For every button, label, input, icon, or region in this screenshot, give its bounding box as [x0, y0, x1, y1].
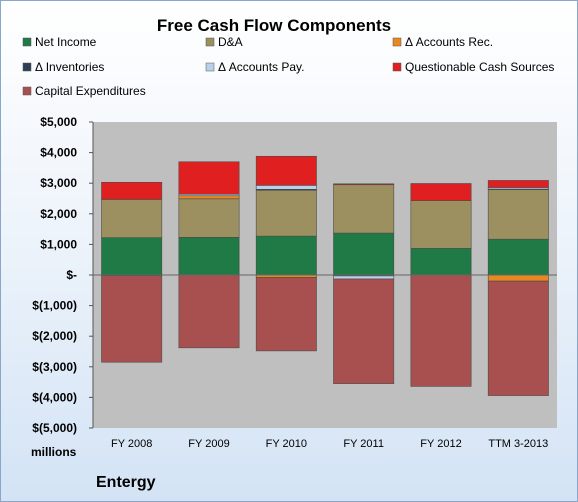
y-tick-label: $(1,000) [32, 299, 77, 313]
bar-segment [487, 280, 549, 396]
legend-label: Questionable Cash Sources [405, 60, 554, 74]
bar-segment [255, 235, 317, 276]
bar-segment [333, 232, 395, 276]
bar-segment [101, 181, 163, 200]
x-tick-label: FY 2008 [111, 438, 152, 450]
legend-swatch [22, 37, 32, 47]
legend-swatch [22, 86, 32, 96]
y-tick-label: $(4,000) [32, 390, 77, 404]
legend-swatch [392, 62, 402, 72]
bar-segment [178, 161, 240, 195]
legend-label: Net Income [35, 35, 97, 49]
legend-label: Capital Expenditures [35, 84, 146, 98]
bar-segment [487, 274, 549, 282]
y-tick-label: $2,000 [40, 207, 77, 221]
bar-segment [487, 189, 549, 240]
legend: Net Income D&A Δ Accounts Rec. Δ Inventorie… [22, 35, 554, 98]
legend-swatch [22, 62, 32, 72]
bar-segment [487, 238, 549, 276]
y-tick-label: $(3,000) [32, 360, 77, 374]
company-name: Entergy [96, 474, 156, 491]
y-tick-label: $- [66, 268, 77, 282]
bar-segment [178, 237, 240, 276]
bar-segment [410, 248, 472, 276]
bar-segment [333, 275, 395, 280]
x-tick-label: FY 2012 [420, 438, 461, 450]
x-tick-label: FY 2011 [343, 438, 384, 450]
bar-segment [101, 237, 163, 276]
y-axis-unit-label: millions [31, 445, 77, 459]
bar-segment [255, 277, 317, 352]
bar-segment [333, 184, 395, 234]
y-tick-label: $5,000 [40, 115, 77, 129]
bar-segment [333, 278, 395, 384]
legend-label: Δ Inventories [35, 60, 104, 74]
bar-segment [255, 185, 317, 190]
legend-label: D&A [218, 35, 243, 49]
bar-segment [101, 199, 163, 238]
bar-segment [410, 200, 472, 249]
x-tick-label: FY 2009 [188, 438, 229, 450]
legend-label: Δ Accounts Rec. [405, 35, 493, 49]
bar-segment [101, 275, 163, 363]
chart-title: Free Cash Flow Components [157, 16, 391, 35]
bar-segment [487, 180, 549, 188]
bar-segment [255, 189, 317, 237]
bar-segment [178, 198, 240, 238]
bar-segment [410, 274, 472, 387]
bar-segment [333, 183, 395, 186]
x-tick-label: TTM 3-2013 [488, 438, 548, 450]
y-axis: $5,000 $4,000 $3,000 $2,000 $1,000 $- $(1,000)… [32, 115, 94, 435]
y-tick-label: $4,000 [40, 146, 77, 160]
bar-segment [178, 195, 240, 200]
y-tick-label: $1,000 [40, 237, 77, 251]
bar-segment [178, 274, 240, 349]
y-tick-label: $(5,000) [32, 421, 77, 435]
legend-swatch [205, 37, 215, 47]
bars [93, 155, 557, 396]
bar-segment [410, 183, 472, 201]
x-tick-label: FY 2010 [266, 438, 307, 450]
legend-label: Δ Accounts Pay. [218, 60, 305, 74]
y-tick-label: $(2,000) [32, 329, 77, 343]
legend-swatch [205, 62, 215, 72]
x-axis: FY 2008 FY 2009 FY 2010 FY 2011 FY 2012 TTM 3… [111, 438, 548, 450]
bar-segment [255, 155, 317, 186]
legend-swatch [392, 37, 402, 47]
y-tick-label: $3,000 [40, 176, 77, 190]
